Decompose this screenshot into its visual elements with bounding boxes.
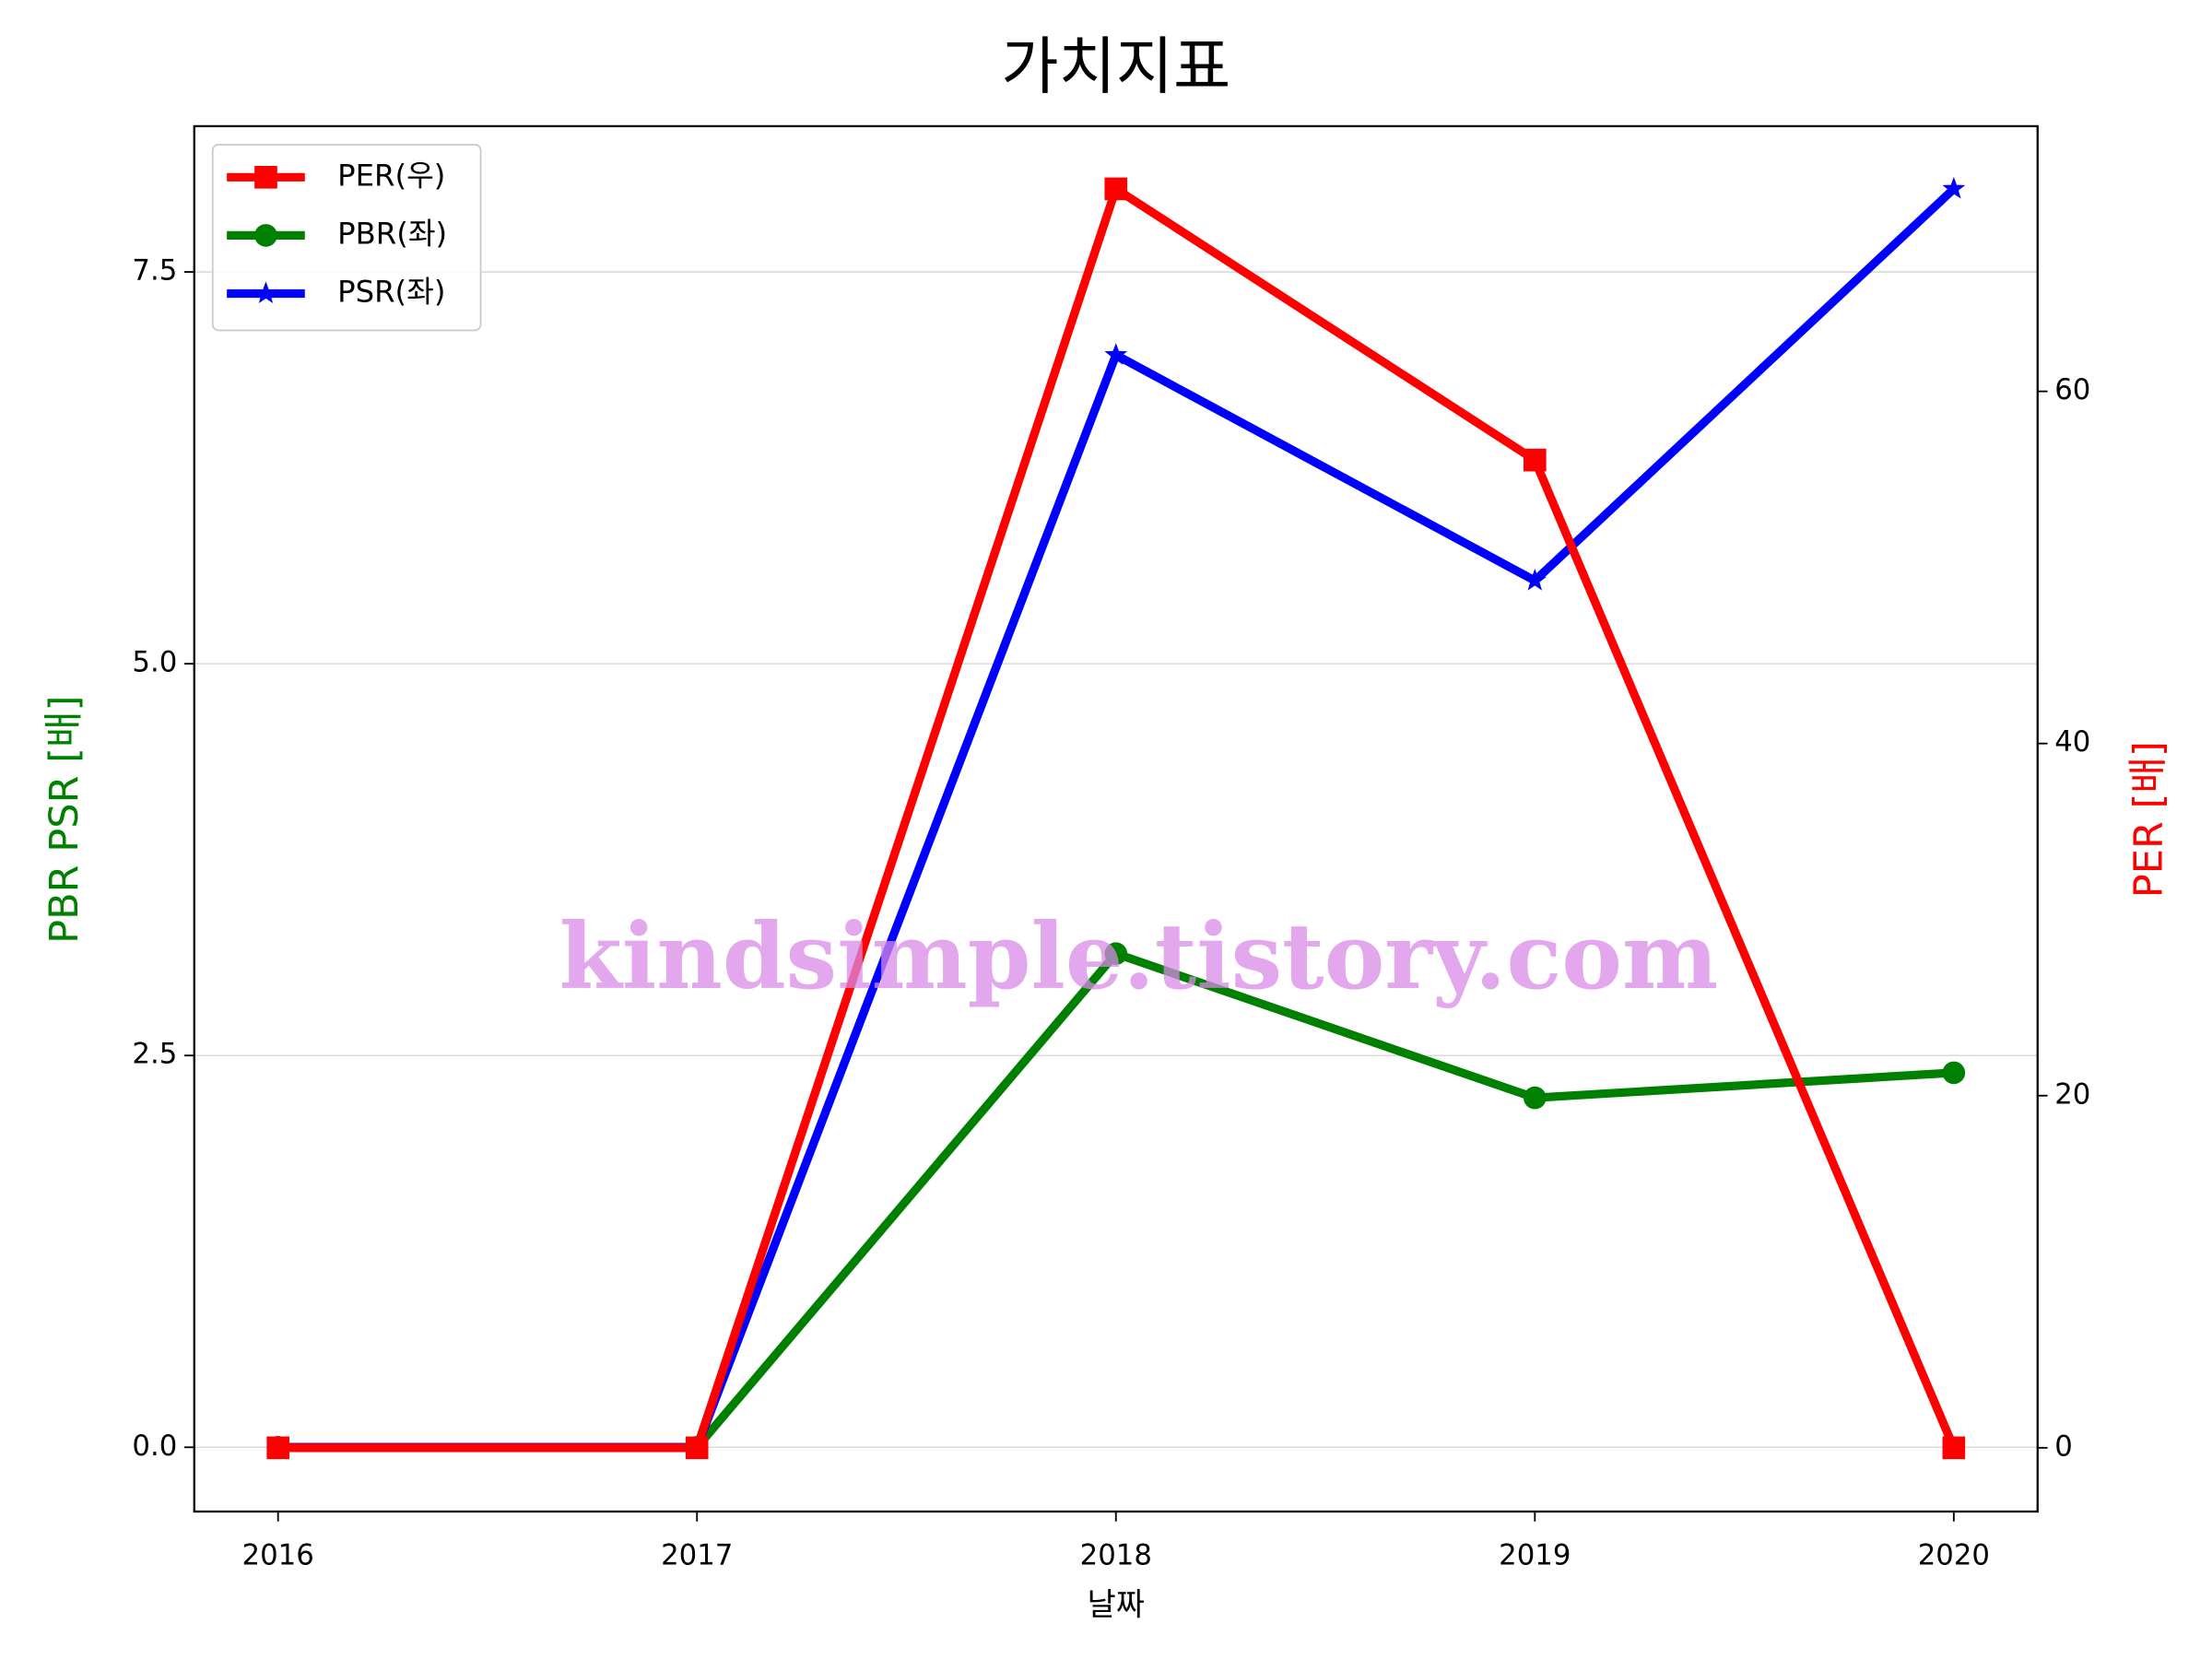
y-tick-label: 2.5: [132, 1038, 177, 1071]
legend-label: PSR(좌): [337, 274, 445, 309]
marker: [254, 224, 277, 247]
x-tick-label: 2018: [1080, 1539, 1152, 1572]
marker: [1942, 1436, 1966, 1460]
x-tick-label: 2020: [1918, 1539, 1990, 1572]
marker: [1524, 1086, 1547, 1110]
y2-tick-label: 40: [2054, 725, 2090, 759]
y-axis-label: PBR PSR [배]: [41, 696, 88, 944]
marker: [1104, 942, 1128, 965]
legend-label: PBR(좌): [337, 216, 447, 251]
legend-box: [211, 143, 482, 332]
marker: [1942, 1061, 1966, 1085]
chart-title: 가치지표: [1001, 29, 1230, 102]
x-axis-label: 날짜: [1088, 1587, 1145, 1623]
x-tick-label: 2019: [1499, 1539, 1571, 1572]
y2-tick-label: 0: [2054, 1430, 2073, 1463]
marker: [266, 1436, 289, 1460]
marker: [1524, 448, 1547, 472]
x-tick-label: 2017: [661, 1539, 733, 1572]
plot: [266, 176, 1966, 1460]
marker: [1104, 177, 1128, 201]
marker: [1104, 343, 1128, 365]
marker: [1942, 176, 1966, 199]
x-tick-label: 2016: [242, 1539, 314, 1572]
y-tick-label: 0.0: [132, 1430, 177, 1463]
y2-tick-label: 20: [2054, 1077, 2090, 1111]
y-tick-label: 7.5: [132, 254, 177, 288]
y-tick-label: 5.0: [132, 646, 177, 679]
marker: [1523, 568, 1547, 591]
marker: [254, 281, 277, 304]
legend-label: PER(우): [337, 158, 445, 193]
y2-tick-label: 60: [2054, 373, 2090, 406]
legend: PER(우) PBR(좌) PSR(좌): [211, 143, 482, 332]
watermark: kindsimple.tistory.com: [559, 904, 1719, 1010]
axes: 0.0 2.5 5.0 7.5 0 20 40 60 2016 2017 2018 2019 2020: [132, 254, 2090, 1572]
y2-axis-label: PER [배]: [2125, 741, 2171, 898]
marker: [254, 166, 277, 189]
marker: [685, 1436, 709, 1460]
